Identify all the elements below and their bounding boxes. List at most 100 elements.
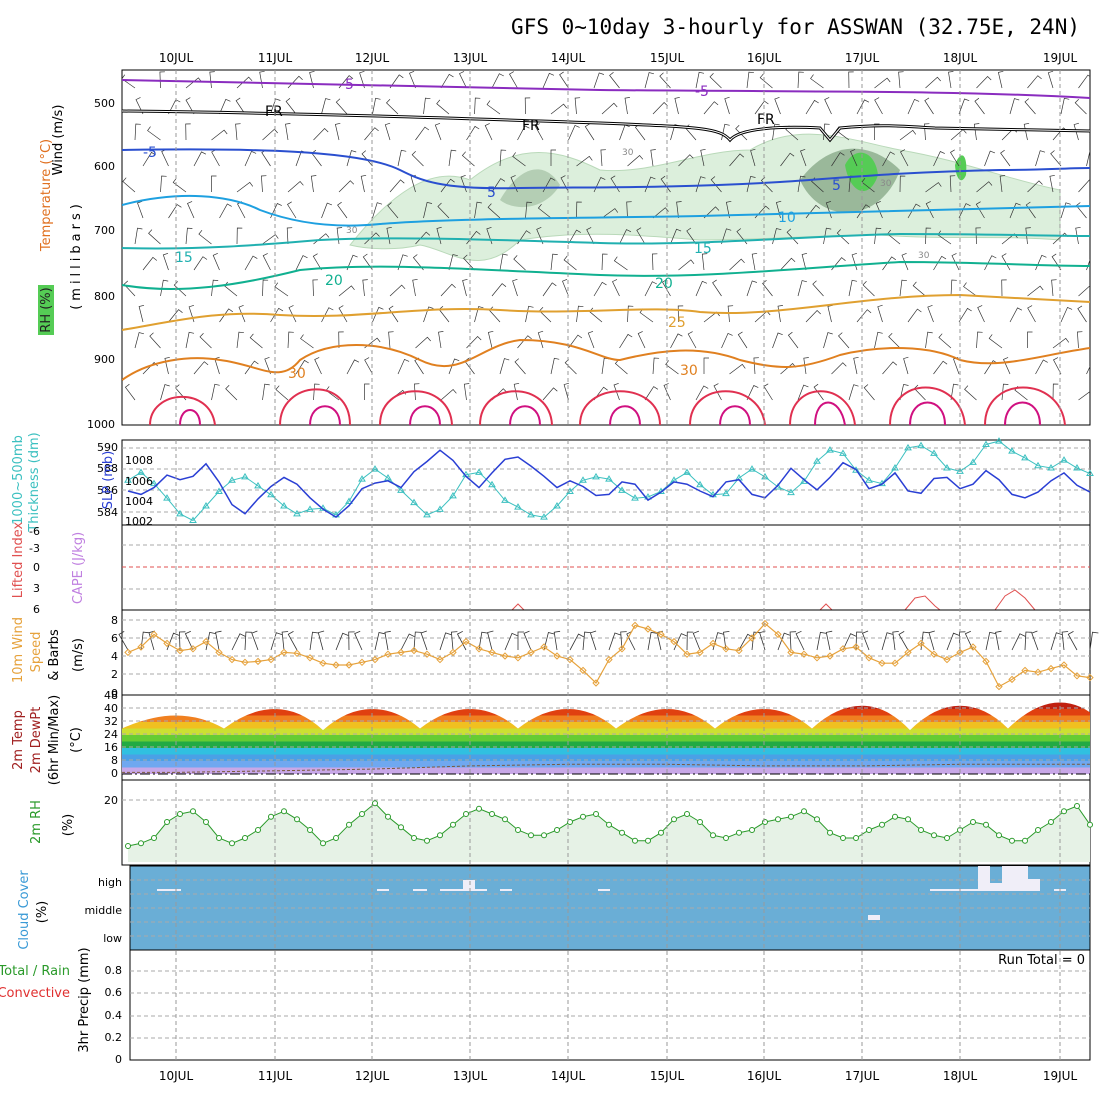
cloud-block bbox=[978, 866, 990, 891]
wind-barb bbox=[881, 632, 893, 651]
upper-barb bbox=[976, 331, 983, 349]
upper-barb bbox=[287, 331, 294, 349]
temp-band bbox=[122, 767, 1090, 774]
upper-barb bbox=[948, 71, 954, 89]
upper-barb bbox=[414, 383, 420, 401]
cloud-block bbox=[930, 889, 980, 891]
upper-barb bbox=[1050, 150, 1062, 167]
upper-barb bbox=[211, 279, 219, 297]
upper-barb bbox=[514, 358, 526, 375]
upper-barb bbox=[587, 330, 595, 349]
ylabel-2m-dewpt: 2m DewPt bbox=[29, 707, 44, 774]
upper-barb bbox=[438, 331, 444, 349]
upper-barb bbox=[746, 280, 758, 297]
contour-label-5-b: 5 bbox=[487, 185, 496, 201]
upper-barb bbox=[637, 331, 646, 349]
upper-barb bbox=[976, 181, 993, 193]
rh-point bbox=[333, 835, 339, 841]
rh-point bbox=[684, 811, 690, 817]
thickness-slp-panel: 590 588 586 584 1008 1006 1004 1002 1000… bbox=[11, 432, 1094, 533]
upper-barb bbox=[777, 305, 783, 323]
rh-tick-20: 20 bbox=[104, 794, 118, 807]
contour-label-15-a: 15 bbox=[175, 250, 193, 266]
wind-barb bbox=[1089, 631, 1099, 651]
upper-barb bbox=[574, 97, 581, 115]
upper-barb bbox=[1025, 227, 1031, 245]
rh-point bbox=[736, 829, 742, 836]
slp-point bbox=[124, 476, 132, 483]
rh-point bbox=[1048, 819, 1054, 825]
upper-barb bbox=[463, 254, 475, 271]
slp-point bbox=[449, 491, 457, 499]
upper-barb bbox=[1052, 383, 1059, 401]
wind-point bbox=[540, 643, 548, 651]
rh-point bbox=[164, 819, 170, 825]
wind-point bbox=[163, 639, 171, 648]
rh-point bbox=[541, 832, 547, 839]
upper-barb bbox=[160, 279, 169, 297]
contour-label-15-b: 15 bbox=[694, 241, 712, 257]
slp-point bbox=[1034, 461, 1042, 469]
upper-barb bbox=[288, 305, 297, 323]
rh-point bbox=[762, 819, 768, 825]
wind-point bbox=[956, 648, 964, 657]
upper-barb bbox=[831, 152, 845, 167]
upper-tick-600: 600 bbox=[94, 160, 115, 173]
upper-barb bbox=[364, 357, 373, 375]
upper-barb bbox=[295, 359, 309, 375]
upper-barb bbox=[359, 70, 365, 89]
temp-tick-48: 48 bbox=[104, 689, 118, 702]
upper-barb bbox=[244, 360, 259, 375]
upper-barb bbox=[1078, 179, 1090, 193]
wind-point bbox=[1021, 666, 1029, 675]
upper-barb bbox=[695, 385, 709, 401]
rh-point bbox=[372, 800, 378, 807]
temp-band bbox=[122, 728, 1090, 735]
upper-barb bbox=[874, 227, 882, 245]
upper-barb bbox=[362, 253, 373, 271]
upper-barb bbox=[701, 253, 708, 271]
upper-barb bbox=[164, 356, 170, 375]
rh-point bbox=[632, 837, 638, 844]
ylabel-cape: CAPE (J/kg) bbox=[71, 532, 86, 604]
slp-point bbox=[267, 490, 275, 498]
upper-barb bbox=[1035, 150, 1046, 167]
upper-barb bbox=[780, 257, 796, 271]
upper-barb bbox=[803, 357, 809, 375]
upper-barb bbox=[938, 333, 952, 349]
upper-barb bbox=[542, 72, 555, 89]
wind-point bbox=[930, 650, 938, 658]
precip-tick-0.8: 0.8 bbox=[105, 964, 123, 977]
dates-bottom: 10JUL 11JUL 12JUL 13JUL 14JUL 15JUL 16JUL 17JUL… bbox=[159, 1069, 1078, 1083]
upper-barb bbox=[901, 252, 909, 271]
upper-barb bbox=[899, 129, 917, 141]
upper-barb bbox=[474, 306, 484, 323]
upper-barb bbox=[238, 304, 246, 323]
rh-point bbox=[294, 816, 300, 823]
thick-tick-588: 588 bbox=[97, 462, 118, 475]
cloud-panel: high middle low Cloud Cover (%) bbox=[17, 865, 1091, 951]
wind-point bbox=[1073, 672, 1081, 680]
upper-barb bbox=[537, 330, 544, 349]
upper-barb bbox=[662, 279, 671, 297]
wind-point bbox=[358, 658, 366, 667]
rh-point bbox=[177, 811, 183, 817]
upper-barb bbox=[999, 175, 1006, 193]
contour-40 bbox=[179, 401, 1041, 425]
contour-label-rh30-c: 30 bbox=[880, 179, 892, 189]
upper-barb bbox=[797, 71, 804, 89]
upper-barb bbox=[123, 280, 136, 297]
wind-point bbox=[683, 650, 691, 658]
slp-point bbox=[943, 463, 951, 471]
ylabel-total-rain: Total / Rain bbox=[0, 964, 70, 979]
rh-point bbox=[892, 813, 898, 820]
upper-barb bbox=[729, 363, 746, 375]
thick-tick-586: 586 bbox=[97, 484, 118, 497]
wind-barb bbox=[487, 630, 494, 651]
slp-point bbox=[592, 472, 600, 480]
upper-barb bbox=[372, 97, 381, 115]
wind-point bbox=[943, 655, 951, 664]
wind-point bbox=[553, 652, 561, 660]
temp-grid bbox=[122, 707, 1090, 761]
contour-label-fr-a: FR bbox=[265, 104, 283, 120]
